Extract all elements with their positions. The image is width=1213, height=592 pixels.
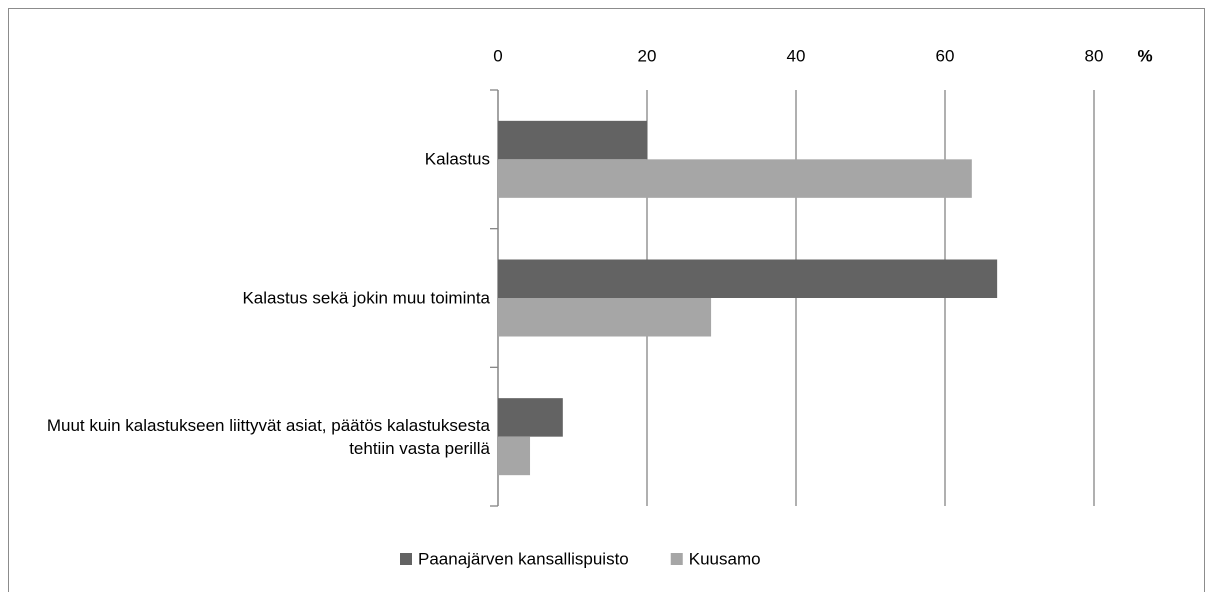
legend-swatch — [670, 553, 683, 565]
y-tick-label: Kalastus — [424, 149, 490, 169]
bar — [498, 398, 563, 437]
x-tick-label: 40 — [787, 46, 806, 65]
legend-swatch — [400, 553, 412, 565]
bar — [498, 436, 531, 476]
x-tick-label: 60 — [936, 46, 955, 65]
bar — [498, 120, 647, 160]
x-tick-label: 80 — [1085, 46, 1104, 65]
legend-label: Paanajärven kansallispuisto — [418, 549, 629, 568]
bar — [498, 298, 712, 337]
chart-frame — [8, 8, 1205, 592]
x-tick-label: 0 — [493, 46, 502, 65]
y-tick-label: Kalastus sekä jokin muu toiminta — [242, 288, 490, 308]
legend-label: Kuusamo — [689, 549, 761, 568]
y-tick-label: Muut kuin kalastukseen liittyvät asiat, … — [46, 415, 490, 458]
unit-label: % — [1137, 46, 1152, 65]
bar — [498, 259, 998, 298]
x-tick-label: 20 — [638, 46, 657, 65]
bar — [498, 159, 972, 198]
